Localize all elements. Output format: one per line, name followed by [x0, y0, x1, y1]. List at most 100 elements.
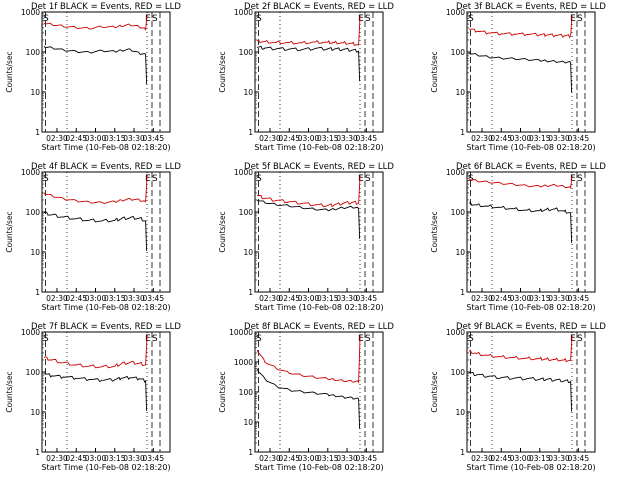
marker-s-label: S	[256, 174, 262, 184]
x-tick-label: 03:30	[123, 294, 145, 303]
x-tick-label: 03:30	[123, 134, 145, 143]
marker-s2-label: S	[577, 174, 583, 184]
x-tick-label: 03:45	[142, 294, 164, 303]
x-tick-label: 03:15	[317, 294, 339, 303]
plot-frame	[41, 331, 171, 453]
x-tick-label: 03:30	[123, 454, 145, 463]
y-tick-label: 100	[451, 368, 466, 377]
x-tick-label: 02:45	[278, 454, 300, 463]
x-tick-label: 02:45	[490, 294, 512, 303]
y-tick-label: 10	[455, 88, 465, 97]
x-axis-label: Start Time (10-Feb-08 02:18:20)	[466, 463, 595, 472]
y-tick-label: 10	[243, 88, 253, 97]
y-tick-label: 1000	[234, 8, 253, 17]
series-lld-line	[43, 174, 148, 204]
x-tick-label: 03:45	[355, 134, 377, 143]
y-axis-label: Counts/sec	[218, 211, 227, 252]
marker-e-label: E	[570, 174, 576, 184]
x-tick-label: 03:00	[85, 294, 107, 303]
plot-frame	[254, 331, 384, 453]
marker-s2-label: S	[365, 14, 371, 24]
marker-s-label: S	[468, 14, 474, 24]
x-tick-label: 03:45	[355, 294, 377, 303]
x-tick-label: 03:30	[336, 134, 358, 143]
y-tick-label: 10000	[229, 328, 253, 337]
x-tick-label: 03:15	[104, 134, 126, 143]
x-axis-label: Start Time (10-Feb-08 02:18:20)	[466, 143, 595, 152]
x-axis-label: Start Time (10-Feb-08 02:18:20)	[41, 303, 170, 312]
marker-s2-label: S	[365, 334, 371, 344]
y-tick-label: 100	[26, 48, 41, 57]
x-tick-label: 03:00	[298, 134, 320, 143]
x-tick-label: 02:45	[65, 134, 87, 143]
series-events-line	[256, 45, 361, 82]
plot-frame	[466, 11, 596, 133]
x-tick-label: 02:45	[490, 454, 512, 463]
x-axis-label: Start Time (10-Feb-08 02:18:20)	[254, 463, 383, 472]
marker-s2-label: S	[365, 174, 371, 184]
y-tick-label: 1	[248, 448, 253, 457]
series-events-line	[43, 373, 148, 411]
x-tick-label: 03:30	[548, 134, 570, 143]
y-tick-label: 100	[451, 48, 466, 57]
y-tick-label: 10	[243, 248, 253, 257]
series-events-line	[256, 199, 361, 239]
marker-e-label: E	[570, 14, 576, 24]
x-tick-label: 03:15	[529, 454, 551, 463]
y-tick-label: 1	[35, 448, 40, 457]
series-events-line	[468, 201, 573, 243]
marker-s-label: S	[468, 334, 474, 344]
y-tick-label: 100	[239, 388, 254, 397]
x-tick-label: 02:30	[259, 454, 281, 463]
x-tick-label: 02:45	[278, 134, 300, 143]
x-tick-label: 03:15	[317, 134, 339, 143]
x-tick-label: 03:30	[336, 454, 358, 463]
y-tick-label: 10	[30, 408, 40, 417]
panel-title: Det 1f BLACK = Events, RED = LLD	[31, 2, 181, 12]
marker-s2-label: S	[152, 14, 158, 24]
series-lld-line	[468, 334, 573, 363]
marker-s-label: S	[256, 14, 262, 24]
x-tick-label: 03:30	[548, 454, 570, 463]
plot-frame	[254, 171, 384, 293]
plot-frame	[41, 171, 171, 293]
panel-title: Det 2f BLACK = Events, RED = LLD	[244, 2, 394, 12]
x-tick-label: 03:00	[85, 454, 107, 463]
x-tick-label: 03:30	[548, 294, 570, 303]
y-tick-label: 100	[451, 208, 466, 217]
y-tick-label: 10	[30, 248, 40, 257]
series-lld-line	[43, 334, 148, 369]
x-tick-label: 02:30	[46, 134, 68, 143]
series-lld-line	[468, 14, 573, 39]
x-tick-label: 03:00	[510, 134, 532, 143]
x-tick-label: 03:45	[567, 134, 589, 143]
marker-e-label: E	[145, 174, 151, 184]
x-tick-label: 02:30	[259, 294, 281, 303]
y-tick-label: 1	[35, 288, 40, 297]
panel-title: Det 7f BLACK = Events, RED = LLD	[31, 322, 181, 332]
y-axis-label: Counts/sec	[5, 51, 14, 92]
y-tick-label: 100	[239, 48, 254, 57]
marker-s2-label: S	[152, 334, 158, 344]
marker-s-label: S	[468, 174, 474, 184]
y-tick-label: 1000	[446, 328, 465, 337]
y-axis-label: Counts/sec	[430, 211, 439, 252]
y-tick-label: 1000	[234, 358, 253, 367]
x-tick-label: 03:45	[567, 294, 589, 303]
panel-title: Det 4f BLACK = Events, RED = LLD	[31, 162, 181, 172]
marker-s-label: S	[43, 334, 49, 344]
plot-frame	[254, 11, 384, 133]
x-tick-label: 02:45	[278, 294, 300, 303]
marker-e-label: E	[358, 334, 364, 344]
y-tick-label: 10	[455, 248, 465, 257]
y-tick-label: 1	[460, 288, 465, 297]
marker-e-label: E	[358, 14, 364, 24]
y-axis-label: Counts/sec	[5, 211, 14, 252]
marker-s2-label: S	[577, 14, 583, 24]
x-tick-label: 03:00	[298, 454, 320, 463]
y-tick-label: 1000	[21, 8, 40, 17]
x-axis-label: Start Time (10-Feb-08 02:18:20)	[466, 303, 595, 312]
